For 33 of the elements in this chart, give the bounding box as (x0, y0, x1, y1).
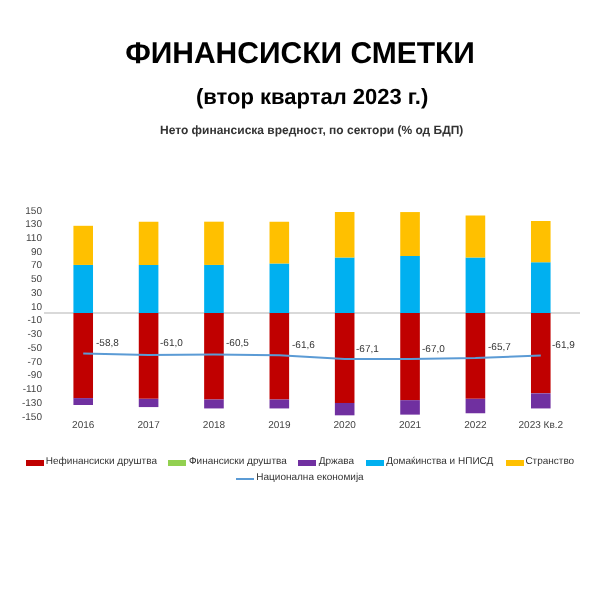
chart-title: ФИНАНСИСКИ СМЕТКИ (125, 37, 475, 71)
bar (73, 398, 94, 406)
bar (400, 400, 420, 415)
bar (530, 393, 551, 409)
bar (138, 313, 159, 399)
bar (138, 221, 159, 265)
bar (204, 313, 224, 400)
bar (269, 221, 290, 264)
bar (73, 225, 94, 265)
bar (269, 313, 290, 400)
bar (465, 313, 486, 399)
bar (269, 263, 290, 313)
chart-subtitle: (втор квартал 2023 г.) (196, 86, 429, 110)
bar (334, 402, 355, 416)
bar (334, 257, 355, 313)
bar (138, 264, 159, 313)
bar (334, 212, 355, 258)
bar (204, 399, 224, 409)
bar (334, 313, 355, 403)
bar (530, 262, 551, 313)
bar (400, 212, 420, 256)
bar (138, 398, 159, 408)
bar (400, 256, 420, 313)
bar (530, 220, 551, 263)
bar (465, 398, 486, 414)
bar (530, 313, 551, 394)
bar (204, 264, 224, 313)
bar (400, 313, 420, 401)
bar (73, 313, 94, 399)
bar (465, 257, 486, 313)
bar (204, 221, 224, 265)
bar (465, 215, 486, 258)
bar (73, 264, 94, 313)
